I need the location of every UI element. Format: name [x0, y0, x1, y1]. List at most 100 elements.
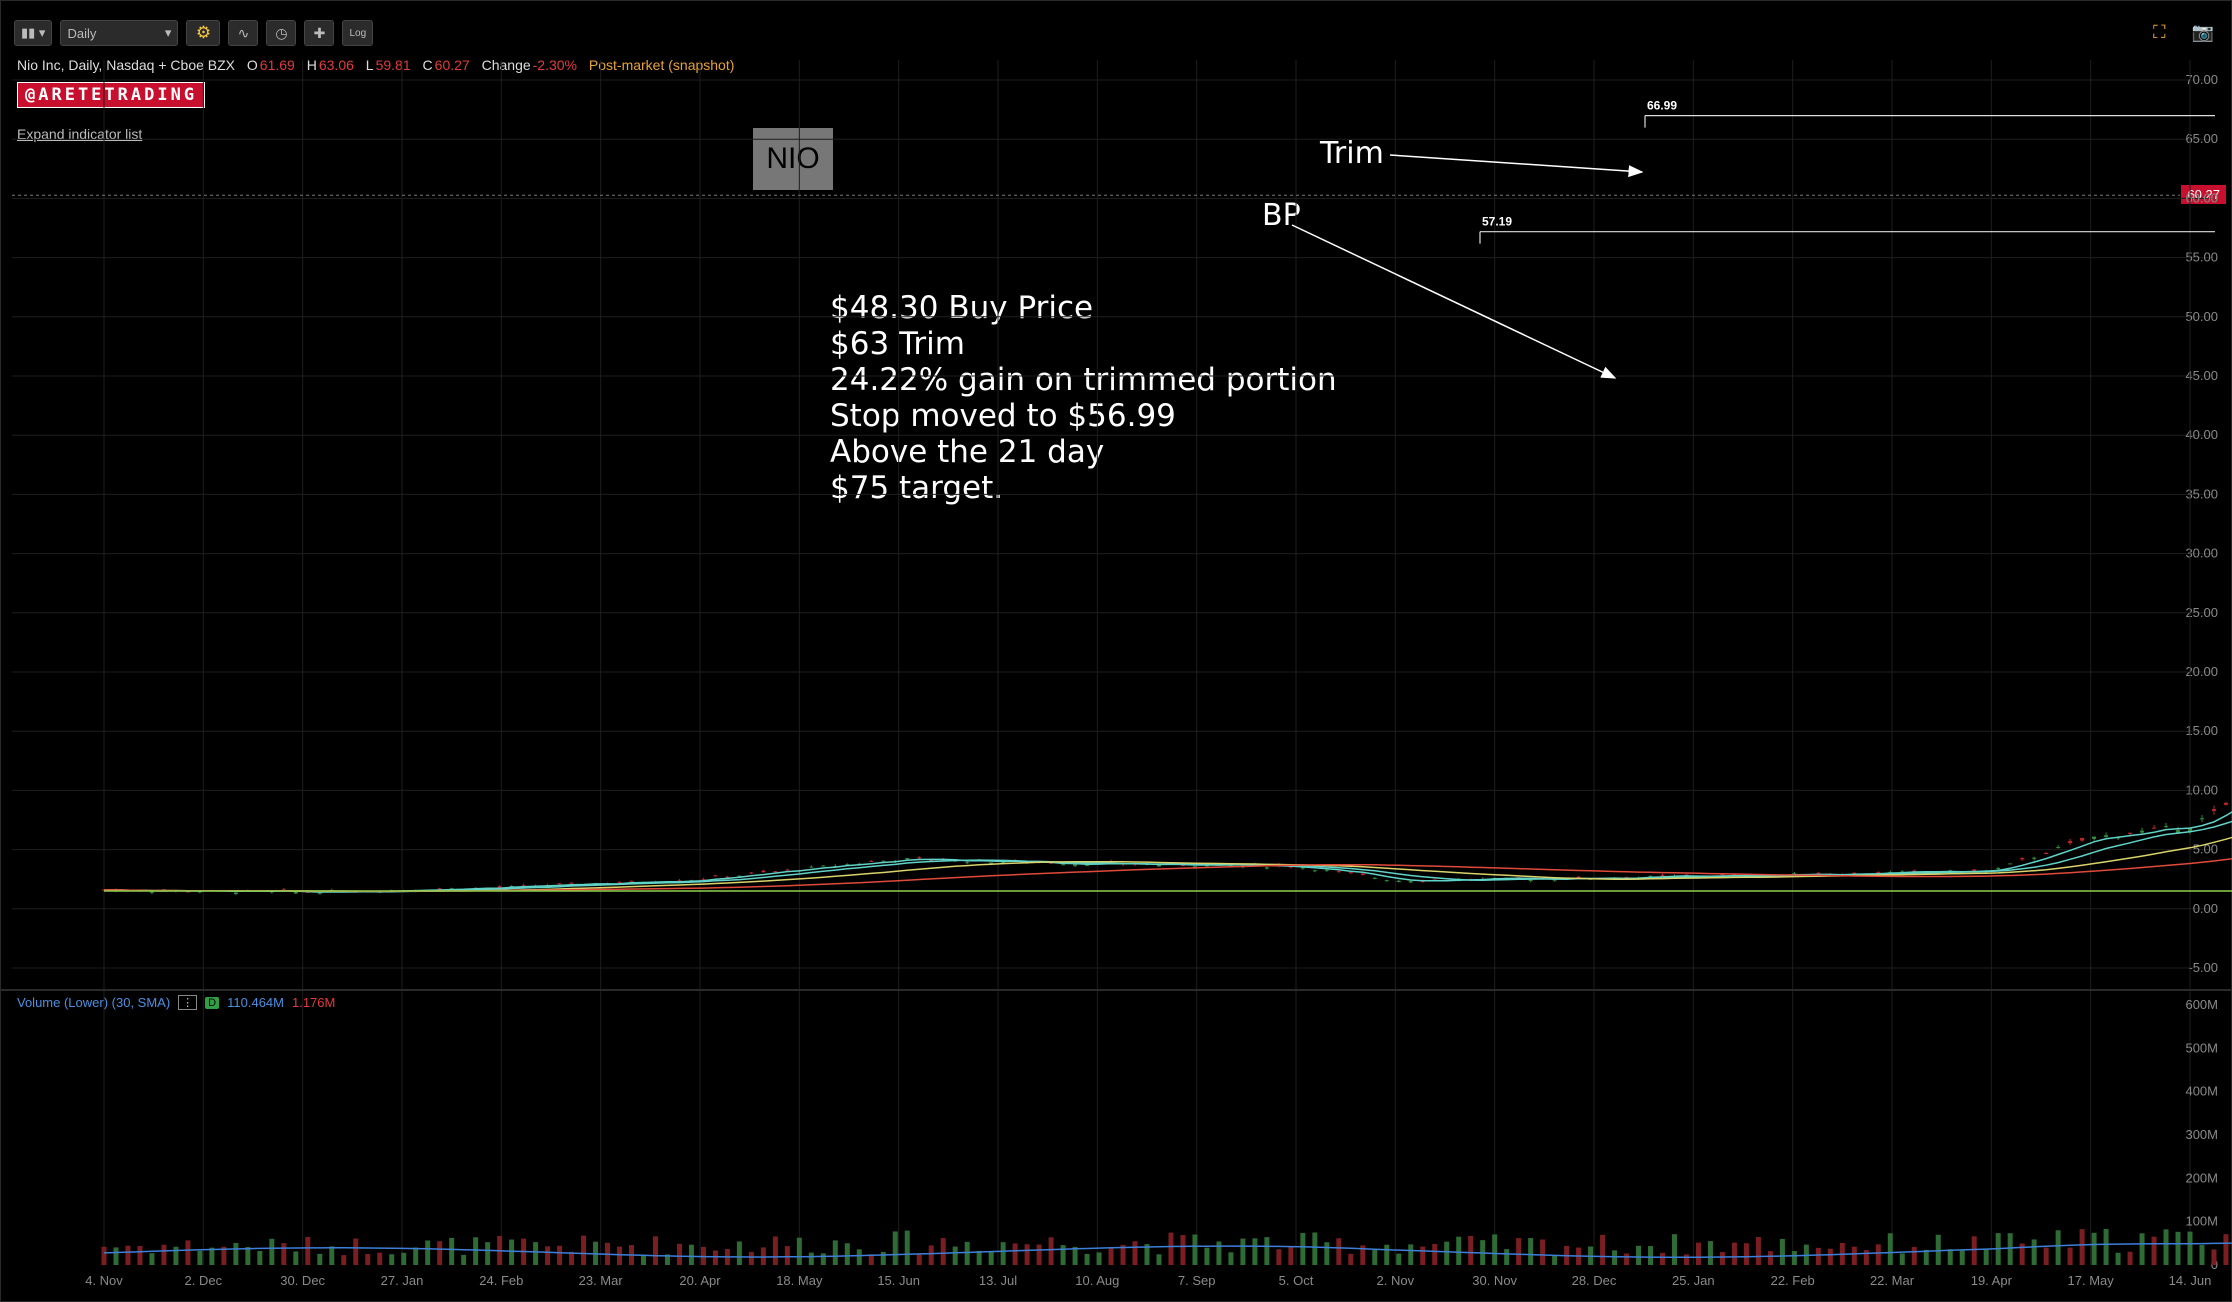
more-icon[interactable]: ⋮	[178, 995, 198, 1010]
candle-body	[917, 857, 922, 859]
x-tick-label: 18. May	[776, 1273, 823, 1288]
trend-icon: ∿	[237, 24, 250, 41]
candle-body	[2176, 830, 2181, 834]
clock-button[interactable]: ◷	[266, 20, 297, 46]
volume-bar	[125, 1245, 131, 1265]
volume-bar	[952, 1246, 958, 1265]
camera-icon[interactable]: 📷	[2191, 22, 2214, 42]
candle-body	[1720, 874, 1725, 876]
volume-bar	[1048, 1237, 1054, 1265]
candle-body	[1228, 865, 1233, 867]
trim-annotation: Trim	[1320, 136, 1384, 171]
volume-tick-label: 200M	[2185, 1170, 2218, 1185]
candle-body	[989, 862, 994, 864]
indicators-button[interactable]: ∿	[228, 20, 259, 46]
gear-icon: ⚙	[195, 23, 212, 42]
candle-body	[617, 881, 622, 883]
volume-bar	[1971, 1236, 1977, 1265]
volume-bar	[640, 1254, 646, 1265]
crosshair-button[interactable]: ✚	[304, 20, 335, 46]
volume-tick-label: 500M	[2185, 1040, 2218, 1055]
close-value: 60.27	[434, 57, 470, 73]
volume-bar	[1743, 1243, 1749, 1265]
volume-bar	[1456, 1236, 1462, 1265]
volume-bar	[1624, 1253, 1630, 1265]
candle-body	[1264, 867, 1269, 869]
candle-body	[1360, 873, 1365, 875]
volume-bar	[748, 1251, 754, 1265]
volume-bar	[1156, 1254, 1162, 1265]
volume-bar	[2067, 1247, 2073, 1265]
volume-bar	[1959, 1250, 1965, 1265]
settings-button[interactable]: ⚙	[186, 20, 221, 46]
volume-bar	[461, 1254, 467, 1265]
candle-body	[2128, 832, 2133, 834]
volume-bar	[2043, 1247, 2049, 1265]
candle-body	[701, 879, 706, 881]
volume-bar	[1312, 1232, 1318, 1265]
volume-bar	[2187, 1231, 2193, 1265]
volume-bar	[2019, 1243, 2025, 1265]
volume-bar	[2079, 1229, 2085, 1265]
bp-annotation: BP	[1262, 198, 1301, 233]
expand-indicator-link[interactable]: Expand indicator list	[17, 126, 143, 142]
candle-body	[1324, 869, 1329, 871]
x-tick-label: 5. Oct	[1279, 1273, 1314, 1288]
volume-tick-label: 400M	[2185, 1084, 2218, 1099]
candle-body	[1061, 864, 1066, 866]
volume-bar	[437, 1241, 443, 1265]
moving-average-line	[104, 820, 2232, 893]
volume-bar	[341, 1255, 347, 1265]
volume-bar	[245, 1247, 251, 1265]
x-tick-label: 4. Nov	[85, 1273, 123, 1288]
volume-bar	[916, 1253, 922, 1265]
candle-body	[449, 888, 454, 890]
volume-bar	[2139, 1233, 2145, 1265]
volume-bar	[1695, 1242, 1701, 1265]
volume-bar	[2031, 1239, 2037, 1265]
y-tick-label: 30.00	[2185, 546, 2218, 561]
x-tick-label: 17. May	[2068, 1273, 2115, 1288]
volume-bar	[1516, 1238, 1522, 1265]
volume-bar	[964, 1241, 970, 1265]
volume-bar	[2091, 1232, 2097, 1265]
volume-bar	[1947, 1249, 1953, 1265]
candle-body	[965, 862, 970, 864]
volume-bar	[221, 1246, 227, 1265]
level-label: 66.99	[1647, 99, 1677, 113]
candle-body	[521, 885, 526, 887]
moving-average-200-line	[104, 890, 2232, 892]
volume-bar	[1024, 1244, 1030, 1265]
y-tick-label: 20.00	[2185, 664, 2218, 679]
volume-bar	[1120, 1244, 1126, 1265]
chart-style-button[interactable]: ▮▮ ▾	[14, 20, 53, 46]
volume-bar	[1144, 1244, 1150, 1265]
volume-bar	[1324, 1242, 1330, 1265]
volume-bar	[449, 1237, 455, 1265]
interval-select[interactable]: Daily ▾	[60, 20, 179, 46]
volume-bar	[1707, 1241, 1713, 1265]
log-scale-button[interactable]: Log	[342, 20, 374, 46]
candle-body	[2211, 809, 2216, 811]
note-line: $48.30 Buy Price	[830, 290, 1094, 326]
x-tick-label: 13. Jul	[979, 1273, 1017, 1288]
candle-body	[869, 860, 874, 862]
volume-bar	[1408, 1244, 1414, 1265]
fullscreen-icon[interactable]: ⛶	[2152, 22, 2166, 42]
bp-arrow	[1291, 224, 1617, 379]
candle-body	[1288, 866, 1293, 868]
candle-body	[2068, 840, 2073, 843]
volume-bar	[1540, 1239, 1546, 1265]
volume-bar	[712, 1250, 718, 1265]
volume-bar	[1875, 1244, 1881, 1265]
volume-bar	[1336, 1238, 1342, 1265]
volume-bar	[269, 1238, 275, 1265]
volume-bar	[1755, 1237, 1761, 1265]
volume-bar	[1432, 1243, 1438, 1265]
candle-body	[809, 866, 814, 868]
volume-bar	[988, 1251, 994, 1265]
volume-bar	[257, 1250, 263, 1265]
volume-tick-label: 300M	[2185, 1127, 2218, 1142]
